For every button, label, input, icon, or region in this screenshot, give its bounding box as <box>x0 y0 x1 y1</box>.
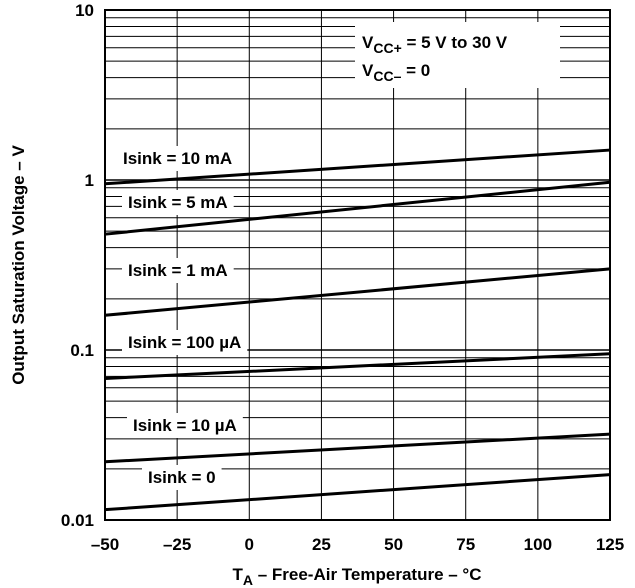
x-axis-title: TA – Free-Air Temperature – °C <box>232 565 481 588</box>
series-labels: Isink = 10 mA Isink = 5 mA Isink = 1 mA Isi… <box>123 149 241 487</box>
y-tick-label: 1 <box>85 171 94 190</box>
series-group <box>104 148 611 512</box>
y-tick-label: 10 <box>75 1 94 20</box>
annotation-background <box>355 22 560 88</box>
series-label: Isink = 10 µA <box>133 416 237 435</box>
y-tick-label: 0.1 <box>70 341 94 360</box>
series-label-background <box>117 146 239 171</box>
y-tick-labels: 0.01 0.1 1 10 <box>61 1 94 530</box>
series-line <box>104 267 611 317</box>
series-label-background <box>122 190 234 215</box>
series-line <box>104 180 611 236</box>
x-tick-label: 25 <box>312 535 331 554</box>
x-tick-label: 0 <box>245 535 254 554</box>
series-label-background <box>142 465 222 490</box>
series-label: Isink = 100 µA <box>128 333 241 352</box>
series-line <box>104 432 611 464</box>
series-line <box>104 473 611 512</box>
series-label: Isink = 0 <box>148 468 216 487</box>
series-label-background <box>127 413 243 438</box>
x-tick-label: 75 <box>456 535 475 554</box>
x-tick-label: 100 <box>524 535 552 554</box>
plot-frame <box>104 9 611 521</box>
series-label-background <box>122 258 234 283</box>
series-line <box>104 352 611 380</box>
x-tick-label: –50 <box>91 535 119 554</box>
x-tick-label: 50 <box>384 535 403 554</box>
series-label-background <box>122 330 248 355</box>
annotation-vcc-minus: VCC– = 0 <box>362 61 430 84</box>
series-label: Isink = 1 mA <box>128 261 228 280</box>
series-label: Isink = 10 mA <box>123 149 232 168</box>
x-tick-label: –25 <box>163 535 191 554</box>
series-line <box>104 148 611 186</box>
x-tick-label: 125 <box>596 535 624 554</box>
x-tick-labels: –50 –25 0 25 50 75 100 125 <box>91 535 624 554</box>
label-backgrounds <box>117 146 248 490</box>
y-axis-title: Output Saturation Voltage – V <box>9 145 28 385</box>
y-tick-label: 0.01 <box>61 511 94 530</box>
annotation-vcc-plus: VCC+ = 5 V to 30 V <box>362 33 508 56</box>
series-label: Isink = 5 mA <box>128 193 228 212</box>
